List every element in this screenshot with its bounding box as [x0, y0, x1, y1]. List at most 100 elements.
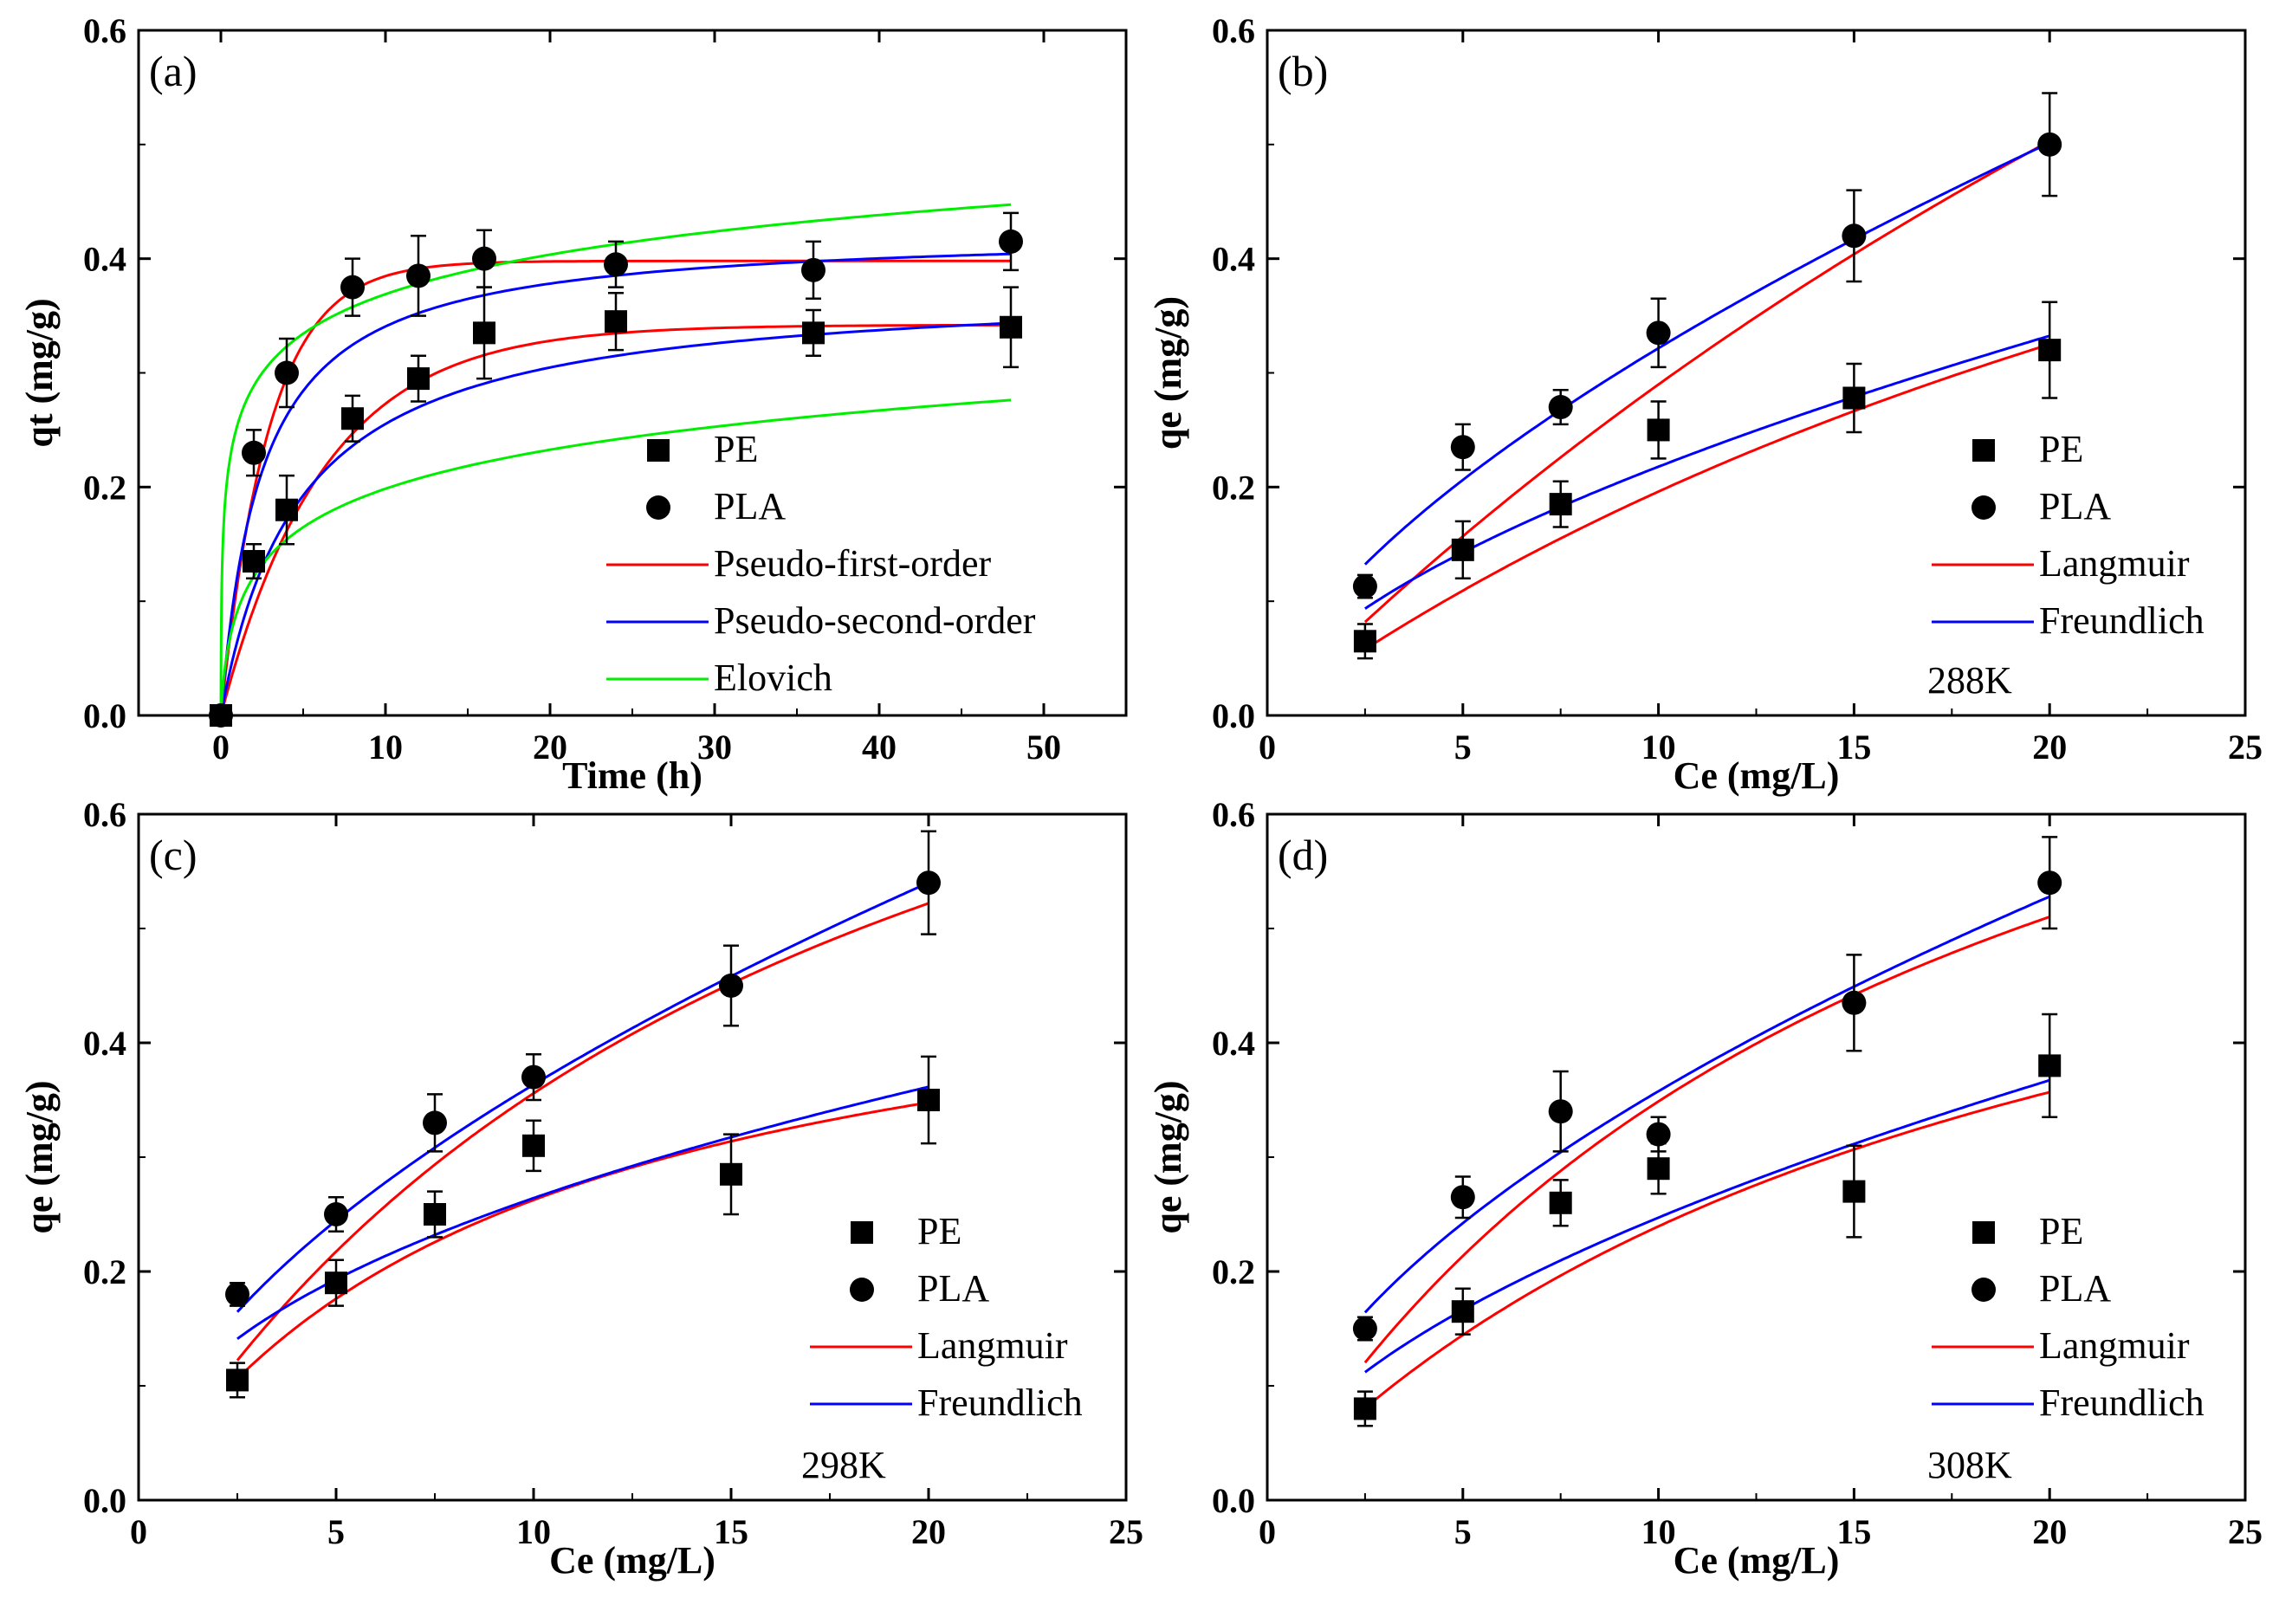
fit-line-langmuir-pe — [1364, 343, 2050, 650]
data-point-pla — [1842, 990, 1867, 1015]
data-point-pe — [407, 367, 430, 391]
legend-marker-pe — [1972, 439, 1995, 462]
data-point-pe — [1549, 1191, 1572, 1214]
x-tick-label: 0 — [212, 728, 230, 767]
fit-line-langmuir-pe — [1363, 1090, 2050, 1409]
data-point-pe — [325, 1271, 347, 1295]
y-tick-label: 0.0 — [83, 1481, 126, 1520]
data-point-pe — [522, 1134, 545, 1157]
panel-d: 0 5 10 15 20 25 0.0 0.2 0.4 0.6 Ce (mg/L) qe (mg/g)… — [1147, 795, 2263, 1582]
legend-label: PE — [2039, 1210, 2083, 1252]
y-tick-label: 0.2 — [1212, 468, 1255, 507]
fit-line-elovich-pe — [219, 398, 1012, 715]
fit-curves — [1363, 139, 2050, 650]
data-point-pla — [719, 974, 743, 998]
legend-label: PLA — [2039, 1267, 2111, 1310]
data-point-pe — [1549, 493, 1572, 516]
legend-marker-pe — [1972, 1221, 1995, 1244]
data-point-pla — [1450, 435, 1475, 460]
data-point-pla — [423, 1110, 447, 1136]
fit-line-freundlich-pe — [236, 1085, 929, 1340]
temperature-label: 288K — [1927, 659, 2012, 702]
x-tick-label: 10 — [1641, 1512, 1676, 1551]
panel-label: (d) — [1278, 831, 1328, 879]
y-tick-label: 0.2 — [83, 1252, 126, 1291]
data-point-pla — [1352, 574, 1377, 599]
fit-line-langmuir-pla — [1363, 916, 2050, 1364]
y-axis-title: qe (mg/g) — [1147, 296, 1189, 450]
data-point-pla — [1352, 1317, 1377, 1341]
legend-label: PE — [917, 1210, 961, 1252]
legend-label: Pseudo-second-order — [714, 599, 1036, 642]
x-tick-label: 5 — [1454, 1512, 1472, 1551]
y-axis-title: qt (mg/g) — [18, 298, 61, 447]
data-point-pla — [521, 1064, 546, 1090]
legend-marker-pla — [1971, 1278, 1996, 1302]
x-axis-title: Ce (mg/L) — [1674, 1539, 1840, 1582]
fit-curves — [1363, 895, 2050, 1409]
data-point-pla — [1646, 320, 1671, 346]
data-point-pe — [1451, 538, 1474, 561]
y-tick-label: 0.0 — [83, 696, 126, 735]
data-point-pe — [1842, 386, 1866, 410]
y-tick-label: 0.6 — [1212, 795, 1255, 834]
x-tick-label: 15 — [714, 1512, 748, 1551]
data-point-pe — [1353, 630, 1376, 653]
data-point-pe — [720, 1162, 742, 1186]
x-tick-label: 25 — [2228, 1512, 2263, 1551]
legend-label: PLA — [917, 1267, 989, 1310]
data-point-pe — [605, 310, 627, 333]
data-point-pla — [324, 1202, 348, 1226]
data-point-pe — [275, 498, 298, 521]
fit-line-freundlich-pla — [1363, 895, 2050, 1314]
legend-marker-pla — [850, 1278, 874, 1302]
fit-line-freundlich-pe — [1364, 1078, 2050, 1374]
data-point-pe — [424, 1203, 446, 1226]
y-tick-label: 0.2 — [1212, 1252, 1255, 1291]
fit-line-langmuir-pla — [236, 902, 929, 1362]
x-tick-label: 25 — [1109, 1512, 1143, 1551]
data-point-pla — [801, 257, 825, 282]
legend-label: Freundlich — [2039, 1381, 2205, 1424]
y-tick-label: 0.4 — [83, 1024, 126, 1063]
data-point-pe — [1353, 1397, 1376, 1420]
fit-line-langmuir-pla — [1363, 139, 2050, 624]
data-point-pe — [243, 550, 265, 573]
x-tick-label: 0 — [1259, 728, 1276, 767]
legend-marker-pe — [647, 439, 670, 462]
data-point-pla — [2037, 870, 2062, 896]
data-point-pla — [406, 263, 431, 288]
fit-curves — [236, 881, 929, 1380]
x-tick-label: 10 — [1641, 728, 1676, 767]
x-tick-label: 20 — [911, 1512, 946, 1551]
data-point-pla — [916, 870, 941, 896]
y-tick-label: 0.6 — [1212, 11, 1255, 50]
x-tick-label: 25 — [2228, 728, 2263, 767]
x-tick-label: 0 — [1259, 1512, 1276, 1551]
fit-line-langmuir-pe — [236, 1101, 929, 1380]
legend-label: Langmuir — [917, 1324, 1068, 1367]
y-tick-label: 0.6 — [83, 795, 126, 834]
fit-line-freundlich-pla — [236, 881, 929, 1313]
y-axis-title: qe (mg/g) — [18, 1080, 61, 1233]
x-tick-label: 10 — [368, 728, 403, 767]
legend-marker-pla — [1971, 495, 1996, 520]
panel-c: 0 5 10 15 20 25 0.0 0.2 0.4 0.6 Ce (mg/L) qe (mg/g)… — [18, 795, 1143, 1582]
fit-line-pseudo-second-order-pe — [219, 321, 1012, 715]
data-point-pla — [999, 229, 1023, 254]
panel-label: (c) — [149, 831, 197, 879]
data-point-pla — [340, 275, 365, 300]
x-tick-label: 30 — [697, 728, 732, 767]
legend-label: Langmuir — [2039, 542, 2190, 585]
fit-line-freundlich-pla — [1363, 141, 2050, 566]
y-axis-title: qe (mg/g) — [1147, 1080, 1189, 1233]
data-point-pe — [226, 1368, 249, 1392]
y-tick-label: 0.4 — [1212, 1024, 1255, 1063]
x-tick-label: 50 — [1026, 728, 1061, 767]
data-point-pe — [2038, 1054, 2062, 1077]
y-tick-label: 0.2 — [83, 468, 126, 507]
legend-label: Freundlich — [917, 1381, 1083, 1424]
legend-label: Langmuir — [2039, 1324, 2190, 1367]
data-point-pla — [1842, 223, 1867, 249]
